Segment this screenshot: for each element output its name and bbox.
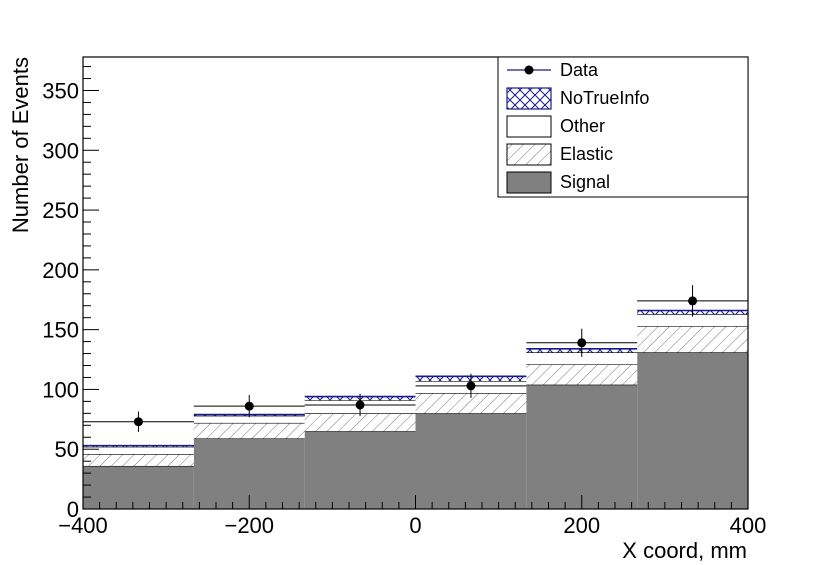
legend-label-other: Other [560, 116, 605, 136]
data-point [415, 373, 527, 398]
legend-swatch-elastic [506, 143, 552, 166]
bar-elastic [415, 393, 527, 414]
bar-other [193, 415, 305, 423]
x-axis: −400 −200 0 200 400 [58, 495, 766, 538]
bar-elastic [83, 453, 194, 466]
data-point [526, 328, 638, 357]
legend-label-notrueinfo: NoTrueInfo [560, 88, 649, 108]
bar-signal [83, 465, 194, 509]
y-tick-label: 50 [55, 437, 79, 462]
data-point-marker [244, 401, 254, 411]
y-tick-label: 100 [42, 377, 79, 402]
x-tick-label: 200 [563, 513, 600, 538]
data-point [304, 393, 416, 417]
bar-elastic [193, 422, 305, 439]
legend-swatch-other [506, 115, 552, 138]
y-tick-label: 200 [42, 258, 79, 283]
data-point-marker [688, 296, 698, 306]
bar-other [637, 314, 748, 327]
legend-entry-notrueinfo: NoTrueInfo [506, 87, 649, 110]
data-point [637, 285, 748, 317]
legend-entry-elastic: Elastic [506, 143, 613, 166]
legend-data-marker [524, 65, 534, 75]
legend-label-signal: Signal [560, 172, 610, 192]
bar-signal [526, 384, 638, 509]
data-point-marker [577, 338, 587, 348]
legend-label-elastic: Elastic [560, 144, 613, 164]
x-tick-label: 400 [730, 513, 767, 538]
x-axis-title: X coord, mm [622, 538, 747, 563]
legend: Data NoTrueInfo Other Elastic Signal [497, 56, 749, 198]
bar-signal [304, 431, 416, 509]
bar-elastic [304, 413, 416, 432]
bar-other [83, 446, 194, 454]
y-tick-label: 0 [67, 497, 79, 522]
y-tick-label: 350 [42, 78, 79, 103]
data-point [83, 411, 194, 432]
bar-other [526, 352, 638, 365]
y-axis-title: Number of Events [8, 57, 33, 233]
y-tick-label: 300 [42, 138, 79, 163]
data-point-marker [133, 417, 143, 427]
legend-entry-other: Other [506, 115, 605, 138]
data-point-marker [355, 400, 365, 410]
x-tick-label: −400 [58, 513, 108, 538]
y-axis: 0 50 100 150 200 250 300 350 [42, 66, 99, 522]
data-point-marker [466, 381, 476, 391]
legend-swatch-signal [506, 171, 552, 194]
legend-swatch-notrueinfo [506, 87, 552, 110]
stacked-bars [83, 309, 748, 509]
legend-entry-data: Data [507, 60, 599, 80]
bar-signal [637, 352, 748, 509]
bar-signal [415, 413, 527, 509]
y-tick-label: 250 [42, 198, 79, 223]
bar-elastic [526, 364, 638, 385]
y-tick-label: 150 [42, 318, 79, 343]
bar-elastic [637, 326, 748, 353]
data-point [193, 395, 305, 418]
data-points [83, 285, 748, 432]
x-tick-label: 0 [409, 513, 421, 538]
legend-label-data: Data [560, 60, 599, 80]
legend-entry-signal: Signal [506, 171, 610, 194]
x-tick-label: −200 [224, 513, 274, 538]
